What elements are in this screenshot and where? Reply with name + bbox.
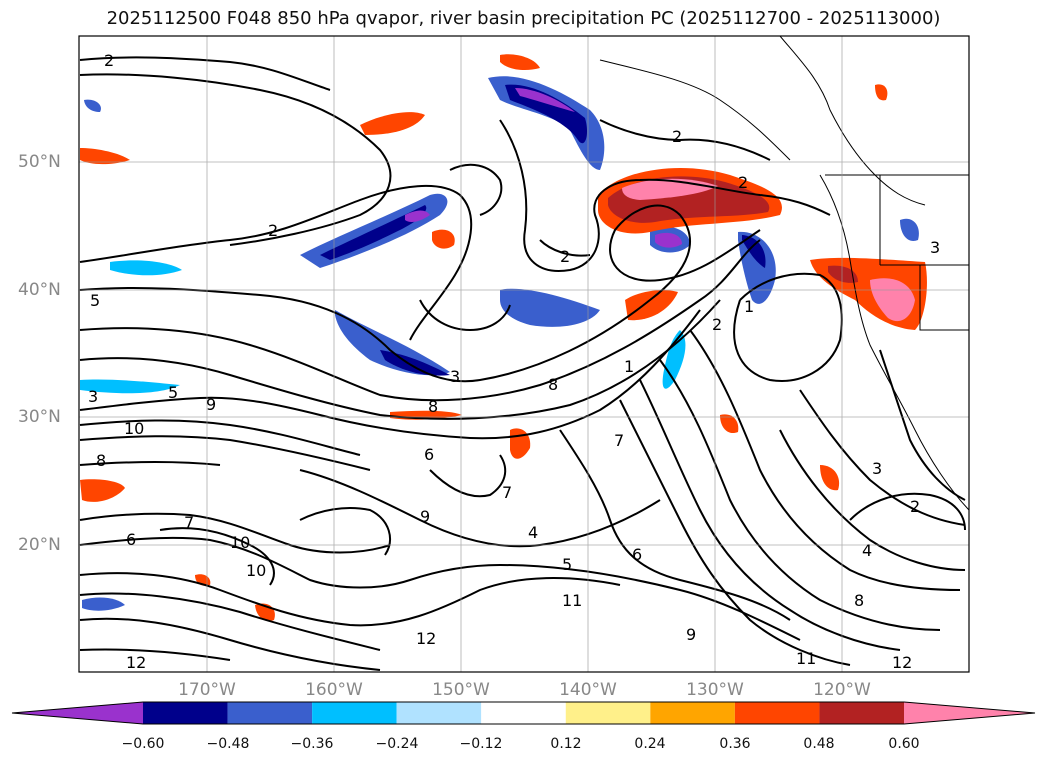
contour-label: 7 bbox=[502, 483, 512, 502]
colorbar-tick: −0.48 bbox=[206, 736, 250, 752]
contour-label: 12 bbox=[416, 629, 436, 648]
contour-label: 3 bbox=[450, 367, 460, 386]
contour-label: 7 bbox=[184, 513, 194, 532]
contour-label: 4 bbox=[528, 523, 538, 542]
colorbar-segment bbox=[12, 702, 143, 724]
colorbar-tick: 0.12 bbox=[550, 736, 582, 752]
contour-label: 11 bbox=[796, 649, 816, 668]
lat-label: 50°N bbox=[18, 152, 61, 172]
colorbar-segment bbox=[143, 702, 228, 724]
lat-label: 20°N bbox=[18, 535, 61, 555]
colorbar-tick: 0.24 bbox=[634, 736, 666, 752]
contour-label: 9 bbox=[420, 507, 430, 526]
qvapor-contours bbox=[79, 56, 966, 671]
contour-label: 10 bbox=[124, 419, 144, 438]
contour-label: 12 bbox=[892, 653, 912, 672]
colorbar-segment bbox=[819, 702, 904, 724]
contour-label: 3 bbox=[88, 387, 98, 406]
contour-label: 12 bbox=[126, 653, 146, 672]
contour-label: 2 bbox=[104, 51, 114, 70]
contour-label: 8 bbox=[428, 397, 438, 416]
contour-label: 10 bbox=[246, 561, 266, 580]
contour-label: 2 bbox=[712, 315, 722, 334]
colorbar-segment bbox=[396, 702, 482, 724]
colorbar-segment bbox=[312, 702, 397, 724]
positive-precip-areas bbox=[80, 54, 927, 622]
contour-label: 2 bbox=[910, 497, 920, 516]
contour-label: 8 bbox=[548, 375, 558, 394]
contour-label: 3 bbox=[930, 238, 940, 257]
colorbar-tick: 0.36 bbox=[719, 736, 751, 752]
contour-label: 6 bbox=[632, 545, 642, 564]
contour-label: 2 bbox=[268, 221, 278, 240]
lon-label: 170°W bbox=[178, 680, 236, 700]
figure-title: 2025112500 F048 850 hPa qvapor, river ba… bbox=[106, 8, 941, 29]
colorbar-segment bbox=[650, 702, 735, 724]
lat-label: 40°N bbox=[18, 280, 61, 300]
contour-label: 7 bbox=[614, 431, 624, 450]
contour-label: 9 bbox=[686, 625, 696, 644]
contour-label: 5 bbox=[90, 291, 100, 310]
contour-label: 2 bbox=[672, 127, 682, 146]
contour-label: 3 bbox=[872, 459, 882, 478]
colorbar-tick: −0.24 bbox=[375, 736, 419, 752]
colorbar-segment bbox=[227, 702, 313, 724]
colorbar-tick: −0.12 bbox=[459, 736, 503, 752]
contour-label: 8 bbox=[854, 591, 864, 610]
lon-label: 150°W bbox=[432, 680, 490, 700]
contour-label: 5 bbox=[168, 383, 178, 402]
contour-label: 10 bbox=[230, 533, 250, 552]
lat-label: 30°N bbox=[18, 407, 61, 427]
graticule bbox=[79, 36, 969, 672]
contour-label: 9 bbox=[206, 395, 216, 414]
contour-label: 6 bbox=[126, 530, 136, 549]
map-plot: 2 2 2 2 2 2 2 3 3 3 3 5 5 5 6 6 6 7 7 7 … bbox=[78, 35, 970, 673]
negative-precip-areas bbox=[80, 76, 919, 611]
lon-label: 160°W bbox=[305, 680, 363, 700]
colorbar-segment bbox=[904, 702, 1035, 724]
colorbar-tick: 0.60 bbox=[888, 736, 920, 752]
colorbar-segment bbox=[734, 702, 820, 724]
lon-label: 140°W bbox=[559, 680, 617, 700]
contour-label: 1 bbox=[744, 297, 754, 316]
coastline bbox=[599, 36, 969, 511]
colorbar-segment bbox=[481, 702, 566, 724]
lon-label: 120°W bbox=[813, 680, 871, 700]
contour-label: 11 bbox=[562, 591, 582, 610]
contour-labels: 2 2 2 2 2 2 2 3 3 3 3 5 5 5 6 6 6 7 7 7 … bbox=[88, 51, 940, 672]
colorbar-tick: −0.60 bbox=[121, 736, 165, 752]
colorbar-segment bbox=[565, 702, 651, 724]
contour-label: 2 bbox=[560, 247, 570, 266]
contour-label: 4 bbox=[862, 541, 872, 560]
lon-label: 130°W bbox=[686, 680, 744, 700]
contour-label: 5 bbox=[562, 555, 572, 574]
contour-label: 2 bbox=[738, 173, 748, 192]
plot-frame bbox=[78, 35, 970, 673]
contour-label: 6 bbox=[424, 445, 434, 464]
colorbar-tick: −0.36 bbox=[290, 736, 334, 752]
contour-label: 8 bbox=[96, 451, 106, 470]
colorbar bbox=[11, 701, 1036, 725]
colorbar-tick: 0.48 bbox=[803, 736, 835, 752]
contour-label: 1 bbox=[624, 357, 634, 376]
